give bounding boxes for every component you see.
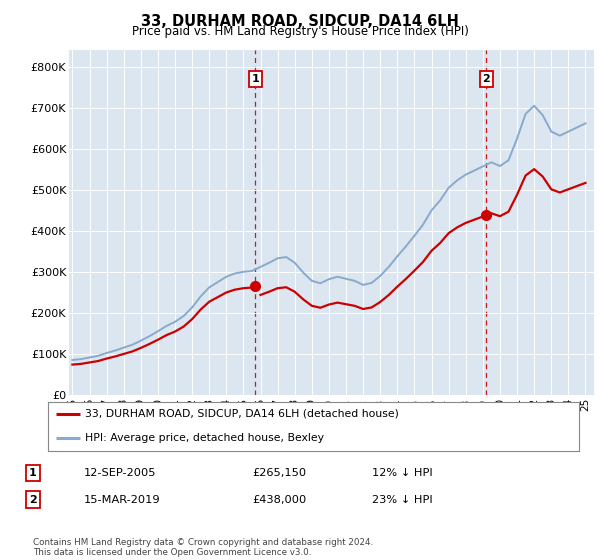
Text: 33, DURHAM ROAD, SIDCUP, DA14 6LH: 33, DURHAM ROAD, SIDCUP, DA14 6LH <box>141 14 459 29</box>
Text: 1: 1 <box>29 468 37 478</box>
Text: Contains HM Land Registry data © Crown copyright and database right 2024.
This d: Contains HM Land Registry data © Crown c… <box>33 538 373 557</box>
Text: 33, DURHAM ROAD, SIDCUP, DA14 6LH (detached house): 33, DURHAM ROAD, SIDCUP, DA14 6LH (detac… <box>85 409 399 419</box>
Text: 12-SEP-2005: 12-SEP-2005 <box>84 468 157 478</box>
Text: 23% ↓ HPI: 23% ↓ HPI <box>372 494 433 505</box>
Text: £265,150: £265,150 <box>252 468 306 478</box>
Text: 12% ↓ HPI: 12% ↓ HPI <box>372 468 433 478</box>
Text: 2: 2 <box>29 494 37 505</box>
Text: 1: 1 <box>251 74 259 84</box>
Text: 15-MAR-2019: 15-MAR-2019 <box>84 494 161 505</box>
Text: 2: 2 <box>482 74 490 84</box>
Text: £438,000: £438,000 <box>252 494 306 505</box>
Text: Price paid vs. HM Land Registry's House Price Index (HPI): Price paid vs. HM Land Registry's House … <box>131 25 469 38</box>
Text: HPI: Average price, detached house, Bexley: HPI: Average price, detached house, Bexl… <box>85 433 324 444</box>
